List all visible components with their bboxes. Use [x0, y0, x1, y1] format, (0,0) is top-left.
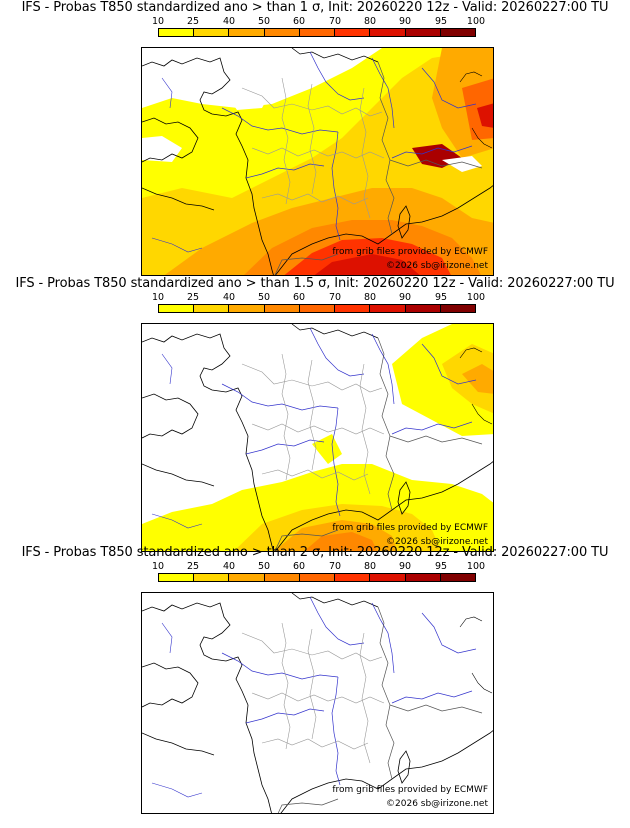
legend-label: 25 — [186, 561, 200, 572]
legend-label: 90 — [398, 16, 412, 27]
legend-label: 25 — [186, 16, 200, 27]
legend-label: 70 — [328, 561, 342, 572]
legend-label: 100 — [466, 561, 486, 572]
legend-swatch — [229, 574, 265, 581]
color-legend: 10 25 40 50 60 70 80 90 95 100 — [152, 292, 485, 318]
legend-label: 80 — [363, 292, 377, 303]
legend-swatch — [440, 305, 475, 312]
legend-label: 50 — [257, 16, 271, 27]
legend-label: 50 — [257, 292, 271, 303]
map-graphic — [142, 593, 493, 813]
legend-label: 25 — [186, 292, 200, 303]
legend-swatch — [405, 29, 441, 36]
probability-map: from grib files provided by ECMWF ©2026 … — [141, 323, 494, 552]
data-source-credit: from grib files provided by ECMWF — [332, 523, 488, 533]
legend-color-bar — [158, 304, 476, 313]
legend-swatch — [405, 305, 441, 312]
legend-swatch — [335, 574, 371, 581]
probability-field — [142, 324, 493, 551]
legend-swatch — [194, 29, 230, 36]
legend-label: 70 — [328, 16, 342, 27]
legend-label: 90 — [398, 561, 412, 572]
legend-swatch — [440, 29, 475, 36]
panel-title: IFS - Probas T850 standardized ano > tha… — [15, 276, 615, 291]
probability-map: from grib files provided by ECMWF ©2026 … — [141, 592, 494, 814]
legend-label: 80 — [363, 561, 377, 572]
legend-swatch — [159, 29, 195, 36]
legend-swatch — [159, 574, 195, 581]
legend-label: 95 — [434, 292, 448, 303]
legend-swatch — [229, 29, 265, 36]
legend-label: 95 — [434, 16, 448, 27]
legend-label: 40 — [222, 292, 236, 303]
legend-swatch — [229, 305, 265, 312]
legend-label: 10 — [151, 16, 165, 27]
legend-swatch — [440, 574, 475, 581]
legend-swatch — [299, 29, 336, 36]
probability-field — [142, 48, 493, 275]
legend-label: 60 — [292, 292, 306, 303]
color-legend: 10 25 40 50 60 70 80 90 95 100 — [152, 561, 485, 587]
map-panel-2: IFS - Probas T850 standardized ano > tha… — [0, 276, 630, 552]
map-panel-1: IFS - Probas T850 standardized ano > tha… — [0, 0, 630, 276]
map-graphic — [142, 324, 493, 551]
legend-swatch — [264, 305, 300, 312]
copyright-credit: ©2026 sb@irizone.net — [386, 537, 488, 547]
legend-swatch — [264, 29, 300, 36]
copyright-credit: ©2026 sb@irizone.net — [386, 261, 488, 271]
legend-swatch — [370, 29, 406, 36]
color-legend: 10 25 40 50 60 70 80 90 95 100 — [152, 16, 485, 42]
legend-swatch — [370, 305, 406, 312]
legend-label: 60 — [292, 561, 306, 572]
legend-swatch — [194, 574, 230, 581]
legend-swatch — [335, 29, 371, 36]
legend-swatch — [264, 574, 300, 581]
data-source-credit: from grib files provided by ECMWF — [332, 785, 488, 795]
legend-swatch — [405, 574, 441, 581]
legend-label: 50 — [257, 561, 271, 572]
probability-map: from grib files provided by ECMWF ©2026 … — [141, 47, 494, 276]
legend-label: 80 — [363, 16, 377, 27]
legend-label: 90 — [398, 292, 412, 303]
legend-label: 10 — [151, 292, 165, 303]
legend-label: 40 — [222, 16, 236, 27]
map-graphic — [142, 48, 493, 275]
panel-title: IFS - Probas T850 standardized ano > tha… — [21, 0, 609, 15]
legend-swatch — [335, 305, 371, 312]
legend-swatch — [194, 305, 230, 312]
legend-color-bar — [158, 28, 476, 37]
legend-label: 100 — [466, 16, 486, 27]
legend-swatch — [159, 305, 195, 312]
data-source-credit: from grib files provided by ECMWF — [332, 247, 488, 257]
legend-color-bar — [158, 573, 476, 582]
legend-swatch — [299, 305, 336, 312]
legend-label: 100 — [466, 292, 486, 303]
legend-label: 70 — [328, 292, 342, 303]
legend-label: 95 — [434, 561, 448, 572]
panel-title: IFS - Probas T850 standardized ano > tha… — [21, 545, 609, 560]
legend-label: 60 — [292, 16, 306, 27]
legend-label: 10 — [151, 561, 165, 572]
legend-swatch — [370, 574, 406, 581]
copyright-credit: ©2026 sb@irizone.net — [386, 799, 488, 809]
legend-swatch — [299, 574, 336, 581]
map-panel-3: IFS - Probas T850 standardized ano > tha… — [0, 545, 630, 821]
legend-label: 40 — [222, 561, 236, 572]
